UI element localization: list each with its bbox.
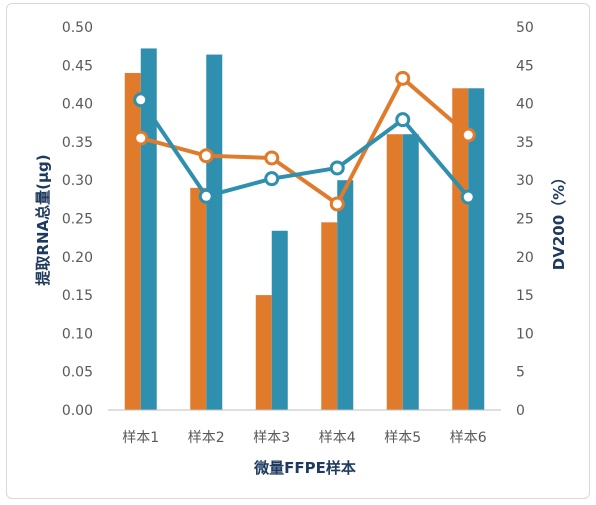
- x-tick-label: 样本2: [188, 430, 225, 446]
- bar-series1-1: [124, 72, 141, 411]
- x-axis-ticks: 样本1 样本2 样本3 样本4 样本5 样本6: [122, 430, 486, 446]
- y-tick-label: 0.35: [62, 135, 93, 151]
- y2-tick-label: 30: [516, 173, 534, 189]
- line-marker-series1-5: [395, 70, 411, 86]
- x-tick-label: 样本4: [319, 430, 356, 446]
- y-tick-label: 0.30: [62, 173, 93, 189]
- line-marker-series2-2: [198, 188, 214, 204]
- x-tick-label: 样本1: [122, 430, 159, 446]
- line-series2: [138, 97, 471, 200]
- x-tick-label: 样本5: [384, 430, 421, 446]
- y-tick-label: 0.00: [62, 403, 93, 419]
- y-tick-label: 0.25: [62, 212, 93, 228]
- line-marker-series1-2: [198, 148, 214, 164]
- line-marker-series2-4: [329, 160, 345, 176]
- lines: [133, 70, 476, 212]
- y-tick-label: 0.20: [62, 250, 93, 266]
- line-marker-series2-1: [133, 92, 149, 108]
- y-axis-title: 提取RNA总量(μg): [34, 154, 52, 285]
- y2-tick-label: 10: [516, 326, 534, 342]
- line-series1: [138, 76, 471, 206]
- bar-series1-3: [255, 295, 272, 410]
- y2-tick-label: 0: [516, 403, 525, 419]
- y-tick-label: 0.45: [62, 58, 93, 74]
- bar-series2-3: [271, 230, 288, 410]
- bar-series1-4: [321, 222, 338, 410]
- line-marker-series2-3: [264, 171, 280, 187]
- y2-tick-label: 35: [516, 135, 534, 151]
- y2-tick-label: 45: [516, 58, 534, 74]
- bar-series1-6: [452, 88, 469, 410]
- line-marker-series2-5: [395, 112, 411, 128]
- bar-series1-5: [386, 134, 403, 411]
- y-tick-label: 0.50: [62, 20, 93, 36]
- line-marker-series2-6: [460, 189, 476, 205]
- y-tick-label: 0.10: [62, 326, 93, 342]
- line-marker-series1-3: [264, 150, 280, 166]
- y2-tick-label: 40: [516, 97, 534, 113]
- bar-series2-2: [206, 54, 223, 411]
- y-tick-label: 0.40: [62, 97, 93, 113]
- y2-tick-label: 5: [516, 365, 525, 381]
- y2-tick-label: 25: [516, 212, 534, 228]
- y-tick-label: 0.15: [62, 288, 93, 304]
- chart-frame: [6, 3, 590, 499]
- x-tick-label: 样本6: [450, 430, 487, 446]
- y2-axis-ticks: 0 5 10 15 20 25 30 35 40 45 50: [516, 20, 534, 419]
- y2-axis-title: DV200（%）: [550, 170, 568, 270]
- bar-series2-6: [468, 88, 485, 410]
- y-axis-ticks: 0.00 0.05 0.10 0.15 0.20 0.25 0.30 0.35 0.40 0.45…: [62, 20, 93, 419]
- bar-series2-5: [402, 134, 419, 411]
- x-tick-label: 样本3: [253, 430, 290, 446]
- bar-series1-2: [190, 187, 207, 410]
- y2-tick-label: 20: [516, 250, 534, 266]
- line-marker-series1-6: [460, 127, 476, 143]
- line-marker-series1-4: [329, 196, 345, 212]
- x-axis-title: 微量FFPE样本: [253, 459, 356, 477]
- line-marker-series1-1: [133, 130, 149, 146]
- y2-tick-label: 50: [516, 20, 534, 36]
- y2-tick-label: 15: [516, 288, 534, 304]
- y-tick-label: 0.05: [62, 365, 93, 381]
- bar-series2-4: [337, 180, 354, 410]
- bars: [124, 48, 485, 411]
